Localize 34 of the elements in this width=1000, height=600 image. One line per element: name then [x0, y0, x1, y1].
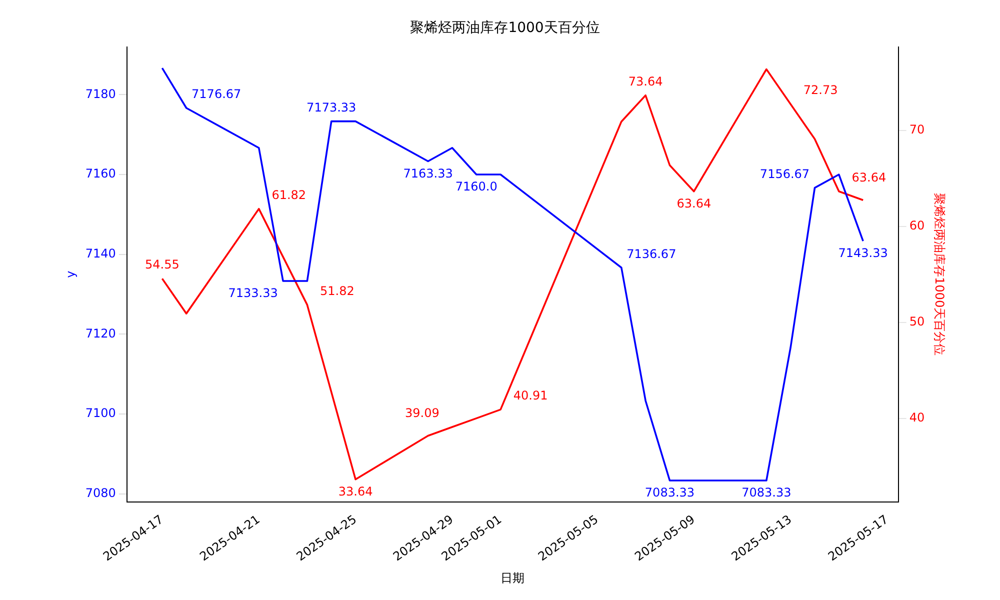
y-tick-label: 7120	[85, 326, 116, 340]
data-label: 7136.67	[626, 246, 676, 261]
y-tick-label: 7180	[85, 86, 116, 101]
data-label: 33.64	[338, 484, 373, 498]
data-label: 7083.33	[742, 486, 792, 500]
y2-tick-label: 60	[909, 218, 925, 232]
y2-axis-title: 聚烯烃两油库存1000天百分位	[932, 193, 947, 356]
data-label: 7173.33	[306, 100, 356, 114]
data-label: 40.91	[513, 388, 548, 403]
chart-title: 聚烯烃两油库存1000天百分位	[410, 20, 600, 36]
data-label: 7160.0	[455, 180, 498, 194]
data-label: 7163.33	[403, 166, 453, 180]
data-label: 7176.67	[192, 87, 242, 102]
y-tick-label: 7160	[85, 166, 116, 181]
data-label: 63.64	[852, 170, 886, 184]
y-tick-label: 7140	[85, 246, 116, 260]
y2-tick-label: 40	[909, 410, 925, 424]
y-tick-label: 7100	[85, 406, 116, 420]
data-label: 61.82	[272, 188, 306, 202]
data-label: 7156.67	[760, 166, 810, 181]
data-label: 72.73	[803, 83, 838, 98]
data-label: 63.64	[676, 196, 712, 210]
y-tick-label: 7080	[85, 486, 116, 500]
data-label: 7133.33	[228, 286, 278, 300]
data-label: 7083.33	[644, 486, 695, 500]
data-label: 7143.33	[838, 246, 888, 260]
y2-tick-label: 70	[909, 122, 925, 136]
data-label: 54.55	[145, 258, 180, 272]
x-axis-title: 日期	[500, 570, 525, 585]
data-label: 39.09	[405, 406, 440, 420]
data-label: 73.64	[628, 74, 663, 88]
y2-tick-label: 50	[909, 314, 925, 328]
y-axis-title: y	[63, 270, 78, 278]
data-label: 51.82	[320, 284, 354, 298]
